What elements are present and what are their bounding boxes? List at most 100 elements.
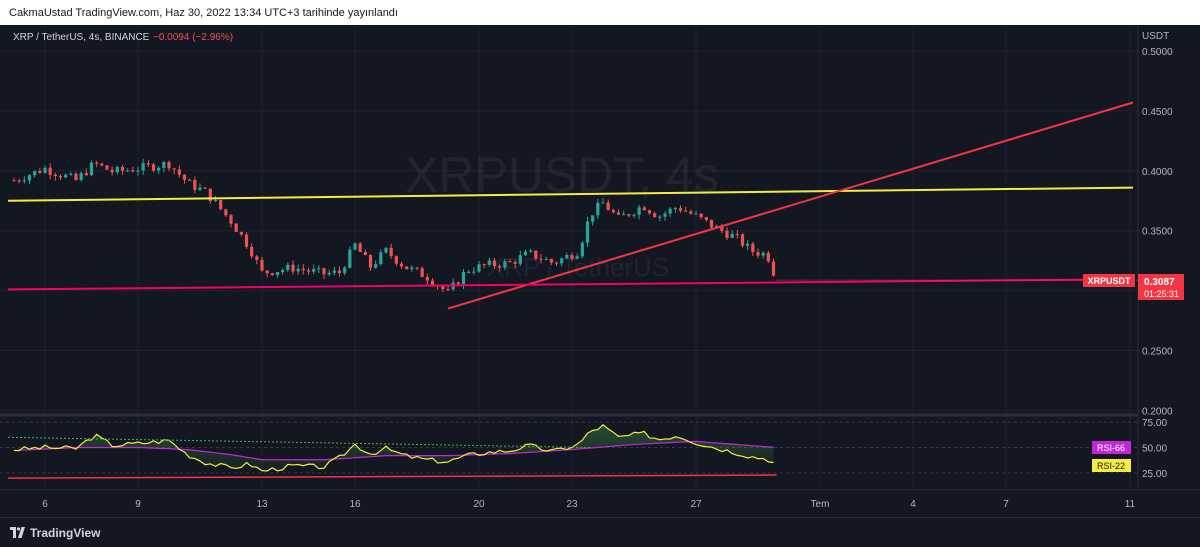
time-tick-label: 13 bbox=[256, 499, 268, 510]
rsi-trend-line-upper bbox=[7, 436, 591, 448]
candle-body bbox=[58, 176, 63, 178]
price-axis-unit: USDT bbox=[1142, 31, 1169, 42]
candle-body bbox=[694, 213, 698, 215]
candle-body bbox=[689, 211, 693, 214]
candle-body bbox=[275, 272, 280, 276]
grid bbox=[0, 25, 1138, 490]
candle-body bbox=[343, 267, 347, 274]
time-tick-label: 20 bbox=[473, 499, 485, 510]
candle-body bbox=[384, 247, 388, 253]
candle-body bbox=[673, 208, 677, 210]
candle-body bbox=[239, 231, 243, 235]
rsi-ma-tag-text: RSI-66 bbox=[1097, 443, 1125, 453]
candle-body bbox=[735, 233, 739, 235]
published-bar: CakmaUstad TradingView.com, Haz 30, 2022… bbox=[0, 0, 1200, 25]
rsi-line bbox=[13, 424, 774, 472]
tradingview-logo-text: TradingView bbox=[30, 525, 101, 540]
candle-body bbox=[203, 187, 207, 189]
candle-body bbox=[720, 225, 724, 231]
price-tick-label: 0.2500 bbox=[1142, 347, 1173, 358]
price-axis[interactable]: USDT 0.5000 0.4500 0.4000 0.3500 0.2500 0.200… bbox=[1137, 25, 1173, 490]
candle-body bbox=[167, 162, 171, 169]
time-tick-label: 4 bbox=[910, 499, 916, 510]
candle-body bbox=[761, 252, 765, 256]
candle-body bbox=[95, 162, 99, 164]
support-trend-line[interactable] bbox=[7, 278, 1134, 291]
candle-body bbox=[100, 163, 104, 166]
candle-body bbox=[642, 207, 646, 211]
rsi-fill bbox=[14, 424, 774, 471]
candle-body bbox=[301, 268, 305, 271]
candle-body bbox=[250, 246, 254, 257]
time-tick-label: 7 bbox=[1003, 499, 1009, 510]
chart[interactable]: XRPUSDT, 4s XRP / TetherUS XRP / TetherU… bbox=[0, 25, 1200, 517]
symbol-legend[interactable]: XRP / TetherUS, 4s, BINANCE −0.0094 (−2.… bbox=[13, 32, 233, 43]
candle-body bbox=[105, 165, 109, 170]
candle-body bbox=[405, 266, 409, 270]
candle-body bbox=[684, 210, 688, 212]
candle-body bbox=[265, 270, 269, 274]
legend-change: −0.0094 (−2.96%) bbox=[153, 32, 233, 43]
candle-body bbox=[467, 271, 471, 273]
candle-body bbox=[477, 264, 481, 272]
candle-body bbox=[260, 259, 264, 271]
rising-trend-line[interactable] bbox=[447, 101, 1134, 310]
symbol-tag bbox=[1083, 274, 1135, 287]
candle-body bbox=[725, 230, 729, 238]
candle-body bbox=[699, 213, 703, 218]
candle-body bbox=[12, 180, 16, 182]
candle-body bbox=[472, 271, 476, 273]
candle-body bbox=[337, 270, 342, 274]
time-tick-label: 16 bbox=[349, 499, 361, 510]
candle-body bbox=[544, 259, 548, 261]
candle-body bbox=[529, 250, 533, 252]
candle-body bbox=[379, 252, 383, 265]
candle-body bbox=[513, 261, 517, 264]
candle-body bbox=[487, 260, 491, 265]
candle-body bbox=[306, 270, 311, 272]
candle-body bbox=[704, 217, 708, 220]
candle-body bbox=[224, 209, 228, 216]
candle-body bbox=[766, 252, 770, 262]
time-tick-label: 9 bbox=[135, 499, 141, 510]
rsi-tick-label: 50.00 bbox=[1142, 444, 1167, 455]
candle-body bbox=[492, 260, 497, 267]
candle-body bbox=[637, 207, 641, 215]
candle-body bbox=[709, 219, 714, 228]
candle-body bbox=[270, 273, 274, 276]
candle-body bbox=[678, 208, 683, 211]
legend-symbol: XRP / TetherUS, 4s, BINANCE bbox=[13, 32, 150, 43]
candle-body bbox=[353, 243, 357, 250]
price-tag bbox=[1138, 274, 1184, 300]
resistance-trend-line[interactable] bbox=[7, 186, 1134, 202]
candle-body bbox=[585, 221, 590, 243]
candle-body bbox=[53, 174, 57, 177]
time-axis[interactable]: 6 9 13 16 20 23 27 Tem 4 7 11 bbox=[0, 489, 1200, 510]
tradingview-logo[interactable]: TradingView bbox=[10, 526, 100, 540]
candle-body bbox=[229, 215, 233, 224]
rsi-tag-text: RSI-22 bbox=[1097, 461, 1125, 471]
candle-body bbox=[668, 208, 672, 214]
candle-body bbox=[415, 267, 419, 269]
candle-body bbox=[17, 180, 21, 182]
candle-body bbox=[244, 234, 249, 247]
trend-lines[interactable] bbox=[7, 101, 1138, 310]
candle-body bbox=[549, 259, 553, 263]
candle-body bbox=[420, 268, 424, 278]
candle-body bbox=[622, 214, 626, 216]
candle-body bbox=[146, 163, 150, 165]
candle-body bbox=[715, 225, 719, 228]
candle-body bbox=[425, 277, 429, 281]
price-tick-label: 0.4000 bbox=[1142, 167, 1173, 178]
candle-body bbox=[208, 188, 212, 202]
candle-body bbox=[312, 269, 316, 272]
candle-body bbox=[322, 268, 326, 275]
candle-body bbox=[591, 215, 595, 222]
candle-body bbox=[389, 247, 393, 257]
candle-body bbox=[131, 170, 135, 172]
candle-body bbox=[399, 263, 404, 267]
candle-body bbox=[348, 249, 352, 268]
candle-body bbox=[115, 167, 119, 173]
price-tick-label: 0.5000 bbox=[1142, 47, 1173, 58]
rsi-pane: 75.00 50.00 25.00 bbox=[0, 418, 1167, 480]
